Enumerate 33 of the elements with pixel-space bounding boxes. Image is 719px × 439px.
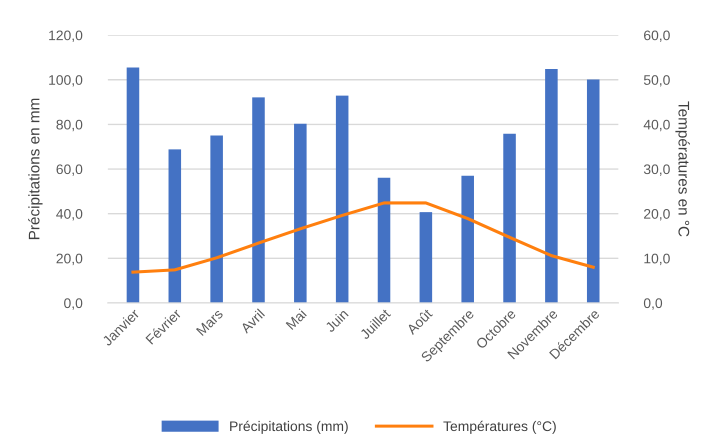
bar [378, 178, 390, 303]
bar [503, 134, 516, 303]
bar [126, 67, 140, 303]
y2-tick-label: 0,0 [644, 298, 662, 310]
legend-label: Températures (°C) [443, 420, 556, 434]
y-tick-label: 100,0 [49, 75, 82, 87]
y2-tick-label: 20,0 [644, 208, 670, 220]
x-tick-label: Mai [285, 308, 307, 330]
y-tick-label: 40,0 [56, 208, 82, 220]
bar [545, 69, 558, 303]
bar [461, 176, 474, 303]
bar [420, 212, 432, 303]
y-tick-label: 20,0 [56, 254, 82, 266]
y-tick-label: 0,0 [64, 298, 82, 310]
y2-tick-label: 10,0 [644, 254, 670, 266]
y2-tick-label: 40,0 [644, 120, 670, 132]
y2-tick-label: 60,0 [644, 30, 670, 42]
bar [586, 80, 600, 303]
y-tick-label: 60,0 [56, 164, 82, 176]
y-tick-label: 120,0 [49, 30, 82, 42]
y2-tick-label: 50,0 [644, 75, 670, 87]
y2-tick-label: 30,0 [644, 164, 670, 176]
y-tick-label: 80,0 [56, 120, 82, 132]
bar [294, 124, 307, 303]
bar [168, 149, 182, 303]
y2-axis-title: Températures en °C [675, 101, 690, 236]
bar [336, 96, 348, 303]
bar [252, 97, 265, 303]
line-series [131, 201, 595, 274]
bar [210, 136, 223, 303]
x-tick-label: Juin [324, 308, 349, 333]
legend-label: Précipitations (mm) [230, 420, 348, 434]
y-axis-title: Précipitations en mm [28, 98, 43, 240]
